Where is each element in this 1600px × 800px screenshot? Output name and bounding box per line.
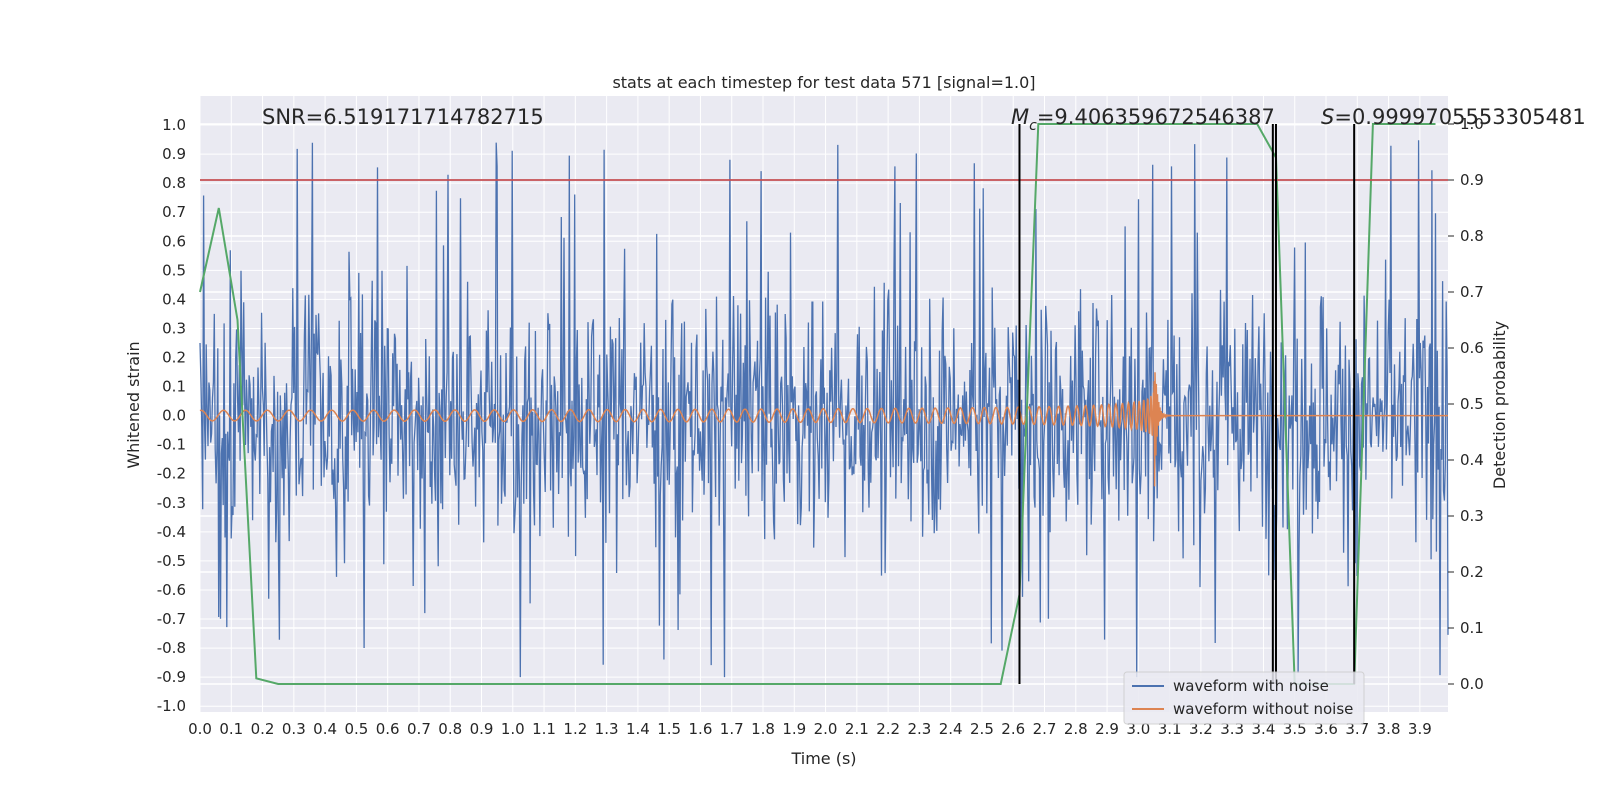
- y2-tick-label: 0.9: [1460, 171, 1484, 189]
- y-tick-label: -0.2: [157, 465, 186, 483]
- x-tick-label: 0.1: [219, 720, 243, 738]
- x-tick-label: 0.6: [376, 720, 400, 738]
- y-tick-label: 0.7: [162, 203, 186, 221]
- y-tick-label: 0.3: [162, 319, 186, 337]
- y-tick-label: 0.0: [162, 407, 186, 425]
- x-tick-label: 2.6: [1001, 720, 1025, 738]
- s-value: =0.9999705553305481: [1334, 105, 1585, 129]
- x-tick-label: 1.5: [657, 720, 681, 738]
- y-ticks: -1.0 -0.9 -0.8 -0.7 -0.6 -0.5 -0.4 -0.3 -0.2 -0.1…: [157, 116, 186, 715]
- chirp-mass-value: =9.406359672546387: [1037, 105, 1275, 129]
- x-tick-label: 1.8: [751, 720, 775, 738]
- chirp-mass-symbol: M: [1011, 105, 1029, 129]
- y-tick-label: 0.9: [162, 145, 186, 163]
- x-tick-label: 1.0: [501, 720, 525, 738]
- x-tick-label: 2.4: [939, 720, 963, 738]
- x-axis-label: Time (s): [790, 749, 856, 768]
- y-tick-label: -0.7: [157, 610, 186, 628]
- x-tick-label: 2.7: [1033, 720, 1057, 738]
- x-tick-label: 0.2: [251, 720, 275, 738]
- x-tick-label: 0.9: [470, 720, 494, 738]
- x-tick-label: 0.7: [407, 720, 431, 738]
- y-tick-label: -0.3: [157, 494, 186, 512]
- s-symbol: S: [1321, 105, 1334, 129]
- x-tick-label: 2.5: [970, 720, 994, 738]
- y2-ticks: 0.0 0.1 0.2 0.3 0.4 0.5 0.6 0.7 0.8 0.9 1.0: [1448, 115, 1484, 693]
- y2-tick-label: 0.6: [1460, 339, 1484, 357]
- noisy-waveform-layer: [199, 140, 1449, 678]
- x-tick-label: 1.2: [563, 720, 587, 738]
- y-tick-label: 1.0: [162, 116, 186, 134]
- legend: waveform with noise waveform without noi…: [1123, 671, 1365, 725]
- x-tick-label: 0.0: [188, 720, 212, 738]
- y2-tick-label: 0.4: [1460, 451, 1484, 469]
- y-tick-label: -0.5: [157, 552, 186, 570]
- detection-probability-line: [199, 123, 1436, 685]
- x-tick-label: 2.8: [1064, 720, 1088, 738]
- x-tick-label: 0.3: [282, 720, 306, 738]
- y-tick-label: -0.8: [157, 639, 186, 657]
- y-tick-label: -1.0: [157, 697, 186, 715]
- y-axis-label: Whitened strain: [124, 341, 143, 468]
- y-tick-label: -0.9: [157, 668, 186, 686]
- y-tick-label: 0.4: [162, 290, 186, 308]
- x-tick-label: 2.9: [1095, 720, 1119, 738]
- y2-tick-label: 0.2: [1460, 563, 1484, 581]
- probability-layer: [199, 123, 1448, 685]
- s-annotation: S=0.9999705553305481: [1321, 105, 1586, 129]
- y-tick-label: -0.1: [157, 436, 186, 454]
- x-tick-label: 1.9: [782, 720, 806, 738]
- y2-tick-label: 0.1: [1460, 619, 1484, 637]
- chart-title: stats at each timestep for test data 571…: [612, 73, 1035, 92]
- y-tick-label: 0.2: [162, 349, 186, 367]
- y2-tick-label: 0.3: [1460, 507, 1484, 525]
- legend-noisy-label: waveform with noise: [1173, 677, 1329, 695]
- y2-tick-label: 0.8: [1460, 227, 1484, 245]
- waveform-with-noise-line: [199, 140, 1449, 678]
- x-tick-label: 2.2: [876, 720, 900, 738]
- x-tick-label: 0.4: [313, 720, 337, 738]
- x-tick-label: 0.8: [438, 720, 462, 738]
- x-tick-label: 1.7: [720, 720, 744, 738]
- chirp-mass-annotation: Mc=9.406359672546387: [1011, 105, 1275, 134]
- y-tick-label: 0.6: [162, 232, 186, 250]
- x-tick-label: 2.3: [907, 720, 931, 738]
- x-tick-label: 2.1: [845, 720, 869, 738]
- waveform-without-noise-line: [199, 372, 1448, 487]
- y-tick-label: -0.4: [157, 523, 186, 541]
- x-tick-label: 1.4: [626, 720, 650, 738]
- x-tick-label: 1.3: [595, 720, 619, 738]
- chirp-mass-subscript: c: [1029, 118, 1037, 134]
- legend-box: [1123, 671, 1365, 725]
- x-tick-label: 3.8: [1377, 720, 1401, 738]
- y-tick-label: 0.5: [162, 261, 186, 279]
- x-tick-label: 2.0: [814, 720, 838, 738]
- y-tick-label: 0.1: [162, 378, 186, 396]
- x-tick-label: 1.1: [532, 720, 556, 738]
- y2-tick-label: 0.7: [1460, 283, 1484, 301]
- y-tick-label: -0.6: [157, 581, 186, 599]
- x-tick-label: 0.5: [344, 720, 368, 738]
- y2-axis-label: Detection probability: [1490, 321, 1509, 489]
- y-tick-label: 0.8: [162, 174, 186, 192]
- y2-tick-label: 0.5: [1460, 395, 1484, 413]
- x-tick-label: 1.6: [689, 720, 713, 738]
- legend-clean-label: waveform without noise: [1173, 700, 1353, 718]
- x-tick-label: 3.9: [1408, 720, 1432, 738]
- snr-annotation: SNR=6.519171714782715: [262, 105, 544, 129]
- y2-tick-label: 1.0: [1460, 115, 1484, 133]
- clean-waveform-layer: [199, 372, 1448, 487]
- y2-tick-label: 0.0: [1460, 675, 1484, 693]
